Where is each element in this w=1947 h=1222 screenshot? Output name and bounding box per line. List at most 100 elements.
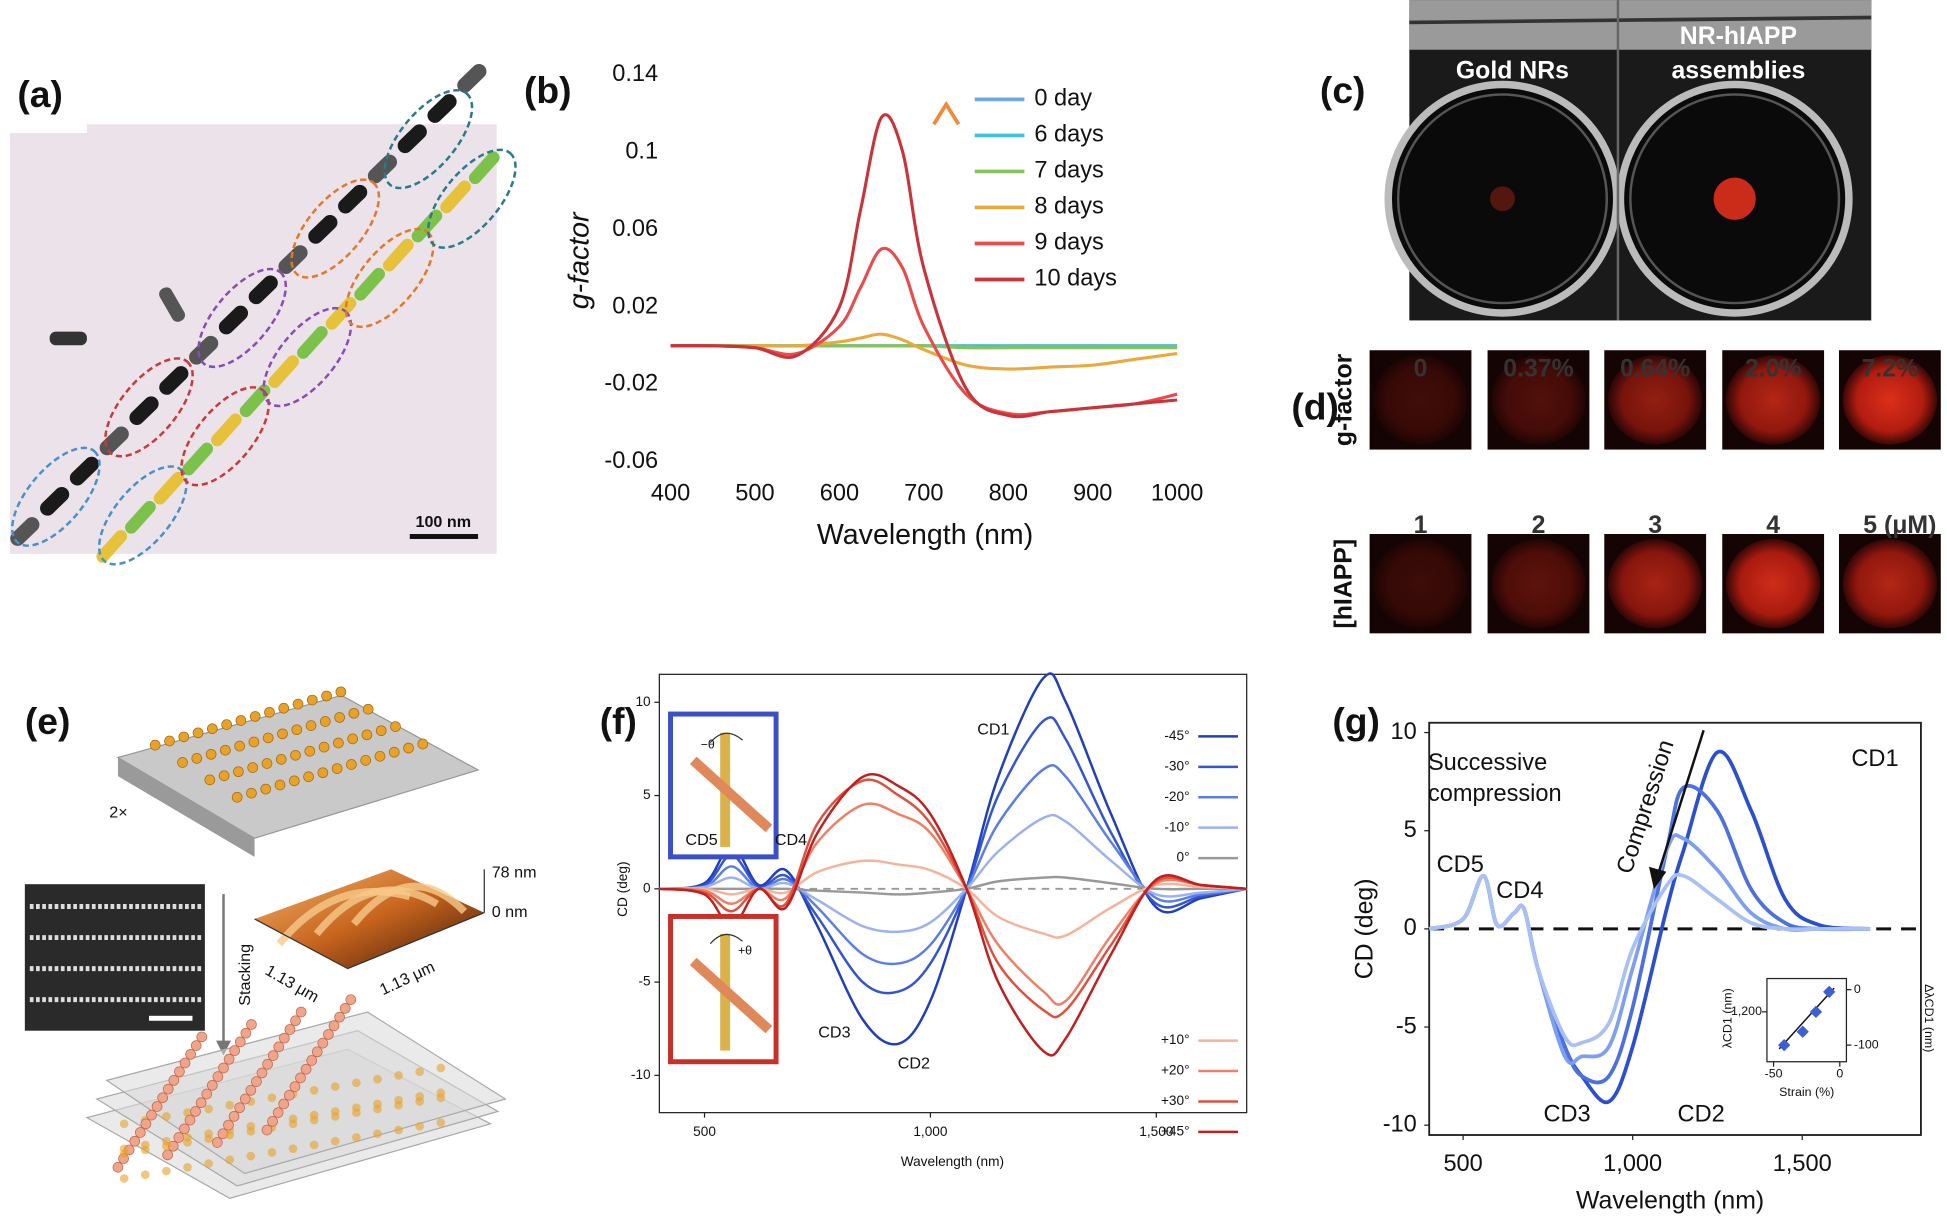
annotation: CD3	[1543, 1100, 1590, 1126]
legend-label: 9 days	[1034, 229, 1103, 255]
annotation: CD2	[898, 1054, 930, 1072]
bead	[234, 1036, 246, 1048]
panel-label: (d)	[1291, 386, 1339, 428]
bead	[306, 694, 318, 706]
bead	[394, 1100, 403, 1110]
bead	[234, 740, 245, 752]
bead	[348, 707, 360, 719]
nanotube	[689, 756, 773, 833]
bead	[190, 1040, 202, 1051]
series-line	[670, 113, 1178, 419]
dashed-ellipse	[10, 446, 101, 547]
bead	[246, 1126, 256, 1136]
tile-glow	[1608, 538, 1703, 629]
helix-rod	[440, 180, 471, 214]
bead	[352, 1133, 361, 1142]
bead	[218, 770, 230, 782]
scale-bar-label: 100 nm	[416, 513, 472, 531]
y-tick-label: -5	[639, 974, 652, 989]
bead	[303, 771, 314, 783]
annotation: CD1	[1851, 745, 1898, 771]
bead	[140, 1145, 150, 1155]
bead	[373, 1074, 382, 1084]
bead	[335, 686, 347, 698]
bead	[212, 1071, 224, 1082]
bead	[204, 1159, 213, 1168]
tile-glow	[1491, 355, 1586, 445]
bead	[417, 738, 429, 750]
tile-glow	[1842, 355, 1938, 445]
bead	[319, 716, 331, 727]
bead	[331, 763, 343, 774]
y-tick-label: -10	[631, 1067, 651, 1082]
bead	[231, 791, 243, 803]
legend-label: -45°	[1164, 728, 1189, 743]
helix-rod	[153, 471, 185, 505]
bead	[164, 735, 175, 747]
annotation: CD5	[685, 831, 717, 849]
annotation: compression	[1428, 780, 1562, 806]
compression-arrow	[1657, 729, 1705, 873]
bead	[436, 1063, 446, 1073]
bead	[394, 1071, 403, 1080]
x-axis-label: Wavelength (nm)	[901, 1154, 1004, 1169]
legend-label: 6 days	[1034, 121, 1103, 147]
afm-label: 1.13 μm	[262, 961, 322, 1006]
legend-label: 0 day	[1034, 85, 1092, 111]
x-tick-label: 500	[693, 1124, 716, 1139]
series-line	[659, 813, 1247, 934]
bead	[352, 1078, 361, 1088]
y-tick-label: 10	[635, 694, 651, 709]
well-inner	[1629, 93, 1841, 305]
helix-rod	[125, 500, 156, 534]
bead	[267, 1050, 279, 1061]
legend-label: 10 days	[1034, 265, 1117, 291]
bead	[330, 1082, 340, 1091]
series-line	[659, 716, 1247, 995]
bead	[309, 1140, 319, 1150]
bead	[292, 698, 304, 710]
x-tick-label: 1,000	[1603, 1150, 1662, 1176]
tile-label: 5 (μM)	[1863, 512, 1936, 539]
series-line	[659, 875, 1247, 896]
bead	[204, 1134, 213, 1144]
afm-ridge	[351, 882, 468, 927]
bead	[192, 727, 204, 739]
annotation: CD3	[818, 1023, 850, 1041]
helix-rod	[296, 326, 328, 359]
bead	[162, 1083, 174, 1095]
angle-arc	[709, 933, 743, 945]
photo-edge	[1409, 15, 1872, 25]
tile-label: 2	[1532, 512, 1546, 539]
bead	[225, 1100, 235, 1110]
annotation: CD5	[1437, 851, 1484, 877]
bead	[223, 1119, 234, 1131]
bead	[240, 1027, 252, 1039]
bead	[283, 1089, 295, 1101]
bead	[415, 1121, 425, 1131]
series-line	[659, 859, 1247, 939]
plot-frame	[658, 673, 1248, 1114]
photo-top	[1409, 0, 1872, 50]
y-tick-label: 5	[643, 787, 651, 802]
annotation: +θ	[738, 944, 752, 958]
bead	[261, 1124, 273, 1136]
x-tick-label: 1,500	[1139, 1124, 1174, 1139]
bead	[334, 1011, 345, 1023]
nanorod	[69, 456, 100, 486]
nanotube	[689, 957, 773, 1034]
bead	[415, 1097, 425, 1106]
tile-glow	[1373, 355, 1468, 445]
x-tick-label: 500	[1443, 1150, 1482, 1176]
x-tick-label: 400	[651, 480, 690, 506]
annotation: Compression	[1611, 737, 1679, 877]
nanorod	[338, 184, 368, 214]
angle-arc	[709, 732, 743, 744]
bead	[204, 1104, 213, 1114]
bead	[288, 1119, 298, 1129]
tile-glow	[1373, 538, 1468, 629]
tile-label: 4	[1766, 512, 1780, 539]
bead	[162, 1166, 171, 1176]
bead	[190, 1106, 201, 1117]
